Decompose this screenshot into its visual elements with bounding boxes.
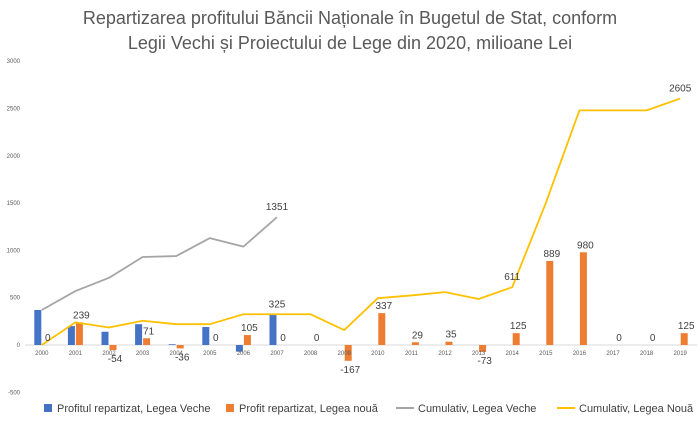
x-tick-label: 2003	[136, 351, 150, 357]
data-label: 0	[314, 333, 320, 344]
line-cumulativ-veche	[41, 216, 278, 311]
x-tick-label: 2006	[237, 351, 251, 357]
bar-noua-2019	[680, 333, 688, 345]
x-tick-label: 2009	[338, 351, 352, 357]
x-tick-label: 2014	[506, 351, 520, 357]
x-tick-label: 2007	[270, 351, 284, 357]
x-tick-label: 2013	[472, 351, 486, 357]
bar-noua-2006	[243, 335, 251, 345]
y-tick-label: 2000	[7, 154, 21, 160]
data-label: 889	[543, 249, 560, 260]
x-tick-label: 2011	[405, 351, 419, 357]
data-label: 125	[510, 321, 527, 332]
x-tick-label: 2012	[438, 351, 452, 357]
data-label: 2605	[669, 84, 692, 95]
bar-veche-2000	[34, 309, 42, 345]
y-tick-label: -500	[8, 390, 21, 396]
x-tick-label: 2010	[371, 351, 385, 357]
x-tick-label: 2019	[674, 351, 688, 357]
data-label: 325	[269, 299, 286, 310]
bar-noua-2004	[176, 345, 184, 349]
bar-veche-2001	[67, 326, 75, 345]
data-label: 105	[241, 323, 258, 334]
bar-veche-2002	[101, 331, 109, 345]
data-label: 0	[280, 333, 286, 344]
x-tick-label: 2001	[69, 351, 83, 357]
x-tick-label: 2016	[573, 351, 587, 357]
bar-noua-2014	[512, 333, 520, 345]
x-tick-label: 2002	[102, 351, 116, 357]
data-label: 239	[73, 310, 90, 321]
bar-noua-2015	[546, 260, 554, 345]
bar-veche-2006	[235, 345, 243, 352]
x-tick-label: 2000	[35, 351, 49, 357]
x-tick-label: 2005	[203, 351, 217, 357]
x-tick-label: 2015	[539, 351, 553, 357]
data-label: 125	[678, 321, 695, 332]
y-tick-label: 0	[17, 343, 21, 349]
data-label: 0	[616, 333, 622, 344]
data-label: -36	[175, 352, 190, 363]
data-label: -54	[108, 354, 123, 365]
data-label: 611	[504, 272, 520, 283]
bar-veche-2004	[168, 344, 176, 346]
bar-noua-2001	[75, 322, 83, 345]
data-label: 1351	[266, 202, 289, 213]
legend-label: Cumulativ, Legea Veche	[418, 403, 536, 415]
data-label: -167	[340, 365, 360, 376]
bar-noua-2011	[411, 342, 419, 345]
legend-label: Profit repartizat, Legea nouă	[239, 403, 379, 415]
bar-noua-2010	[378, 313, 386, 345]
chart-title-line-1: Repartizarea profitului Băncii Naționale…	[82, 8, 618, 28]
bar-veche-2005	[202, 327, 210, 345]
bar-veche-2003	[135, 324, 143, 345]
legend-label: Cumulativ, Legea Nouă	[579, 403, 694, 415]
chart-title-line-2: Legii Vechi și Proiectului de Lege din 2…	[127, 33, 573, 53]
x-tick-label: 2008	[304, 351, 318, 357]
bar-noua-2002	[109, 345, 117, 351]
bar-noua-2009	[344, 345, 352, 361]
line-cumulativ-noua	[41, 97, 681, 346]
data-label: 35	[445, 330, 457, 341]
y-tick-label: 500	[10, 296, 21, 302]
bar-noua-2016	[579, 252, 587, 345]
bar-veche-2007	[269, 314, 277, 345]
data-label: 29	[412, 330, 424, 341]
y-tick-label: 1000	[7, 248, 21, 254]
data-label: 980	[577, 240, 594, 251]
x-tick-label: 2017	[606, 351, 620, 357]
bar-noua-2012	[445, 341, 453, 345]
y-tick-label: 2500	[7, 107, 21, 113]
y-tick-label: 1500	[7, 201, 21, 207]
bar-noua-2003	[143, 338, 151, 345]
bar-noua-2013	[479, 345, 487, 352]
data-label: 71	[143, 326, 155, 337]
x-tick-label: 2004	[170, 351, 184, 357]
y-tick-label: 3000	[7, 59, 21, 65]
data-label: -73	[477, 356, 492, 367]
data-label: 0	[650, 333, 656, 344]
legend-label: Profitul repartizat, Legea Veche	[57, 403, 210, 415]
data-label: 337	[375, 301, 392, 312]
data-label: 0	[45, 333, 51, 344]
data-label: 0	[213, 333, 219, 344]
x-tick-label: 2018	[640, 351, 654, 357]
legend-swatch	[226, 404, 234, 412]
legend-swatch	[44, 404, 52, 412]
